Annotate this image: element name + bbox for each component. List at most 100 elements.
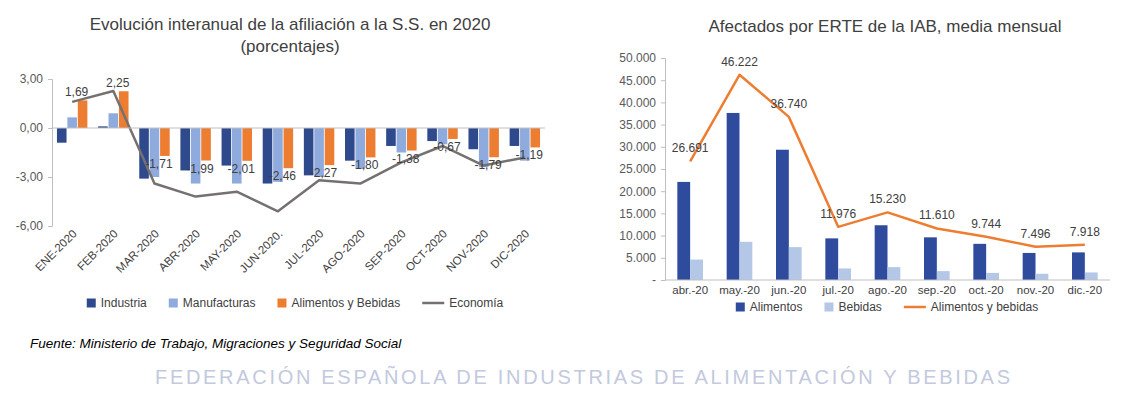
tick: 20.000	[619, 185, 665, 199]
tick-label: 15.000	[619, 207, 656, 221]
y-axis: -6,00-3,000,003,00	[16, 72, 53, 233]
tick-mark	[48, 177, 52, 178]
tick-label: ENE-2020	[33, 227, 79, 273]
background	[0, 0, 1143, 396]
bar	[222, 128, 232, 166]
bar	[160, 128, 170, 156]
tick: nov.-20	[1017, 284, 1055, 296]
legend-swatch	[422, 302, 444, 305]
page-canvas: FEDERACIÓN ESPAÑOLA DE INDUSTRIAS DE ALI…	[0, 0, 1143, 396]
bar	[448, 128, 458, 139]
tick: dic.-20	[1068, 284, 1103, 296]
legend-label: Alimentos y Bebidas	[291, 296, 400, 310]
bar	[789, 247, 802, 280]
tick: 30.000	[619, 140, 665, 154]
bar-series	[67, 113, 529, 183]
source-note: Fuente: Ministerio de Trabajo, Migracion…	[30, 336, 402, 351]
bar-series	[57, 126, 519, 183]
data-label: -1,71	[145, 157, 173, 171]
data-label: 36.740	[770, 97, 807, 111]
tick-label: AGO-2020	[320, 227, 367, 274]
bar	[67, 117, 77, 128]
tick: -6,00	[16, 219, 52, 233]
tick-mark	[661, 80, 665, 81]
legend-item: Industria	[87, 296, 147, 310]
tick-label: SEP-2020	[362, 227, 408, 273]
data-label: -2,01	[228, 162, 256, 176]
tick-label: NOV-2020	[444, 227, 490, 273]
tick-label: may.-20	[719, 284, 760, 296]
data-label: -2,27	[310, 166, 338, 180]
tick-label: oct.-20	[969, 284, 1004, 296]
tick-label: sep.-20	[918, 284, 956, 296]
tick: JUN-2020.	[237, 227, 284, 274]
tick-label: 10.000	[619, 229, 656, 243]
data-label: -1,19	[516, 148, 544, 162]
data-label: 15.230	[869, 192, 906, 206]
baseline	[665, 280, 1110, 281]
legend-label: Economía	[449, 296, 503, 310]
tick: -3,00	[16, 170, 52, 184]
chart-title: Afectados por ERTE de la IAB, media mens…	[708, 17, 1061, 36]
tick: AGO-2020	[320, 227, 367, 274]
data-labels: 26.69146.22236.74011.97615.23011.6109.74…	[672, 55, 1100, 241]
bar	[776, 150, 789, 280]
data-label: -1,38	[392, 152, 420, 166]
tick-label: 45.000	[619, 74, 656, 88]
footer: FEDERACIÓN ESPAÑOLA DE INDUSTRIAS DE ALI…	[155, 365, 1010, 388]
bar	[888, 267, 901, 280]
bar	[201, 128, 211, 161]
bar	[838, 268, 851, 280]
tick-label: DIC-2020	[488, 227, 531, 270]
tick-label: 0,00	[20, 121, 44, 135]
tick: sep.-20	[918, 284, 956, 296]
tick: ago.-20	[868, 284, 907, 296]
tick-label: -6,00	[16, 219, 44, 233]
bar	[78, 100, 88, 128]
tick: 25.000	[619, 162, 665, 176]
line	[690, 75, 1085, 247]
bar	[57, 128, 67, 143]
tick-label: abr.-20	[672, 284, 708, 296]
tick-mark	[661, 102, 665, 103]
tick: ABR-2020	[156, 227, 202, 273]
tick: NOV-2020	[444, 227, 490, 273]
tick-mark	[661, 236, 665, 237]
tick-label: JUL-2020	[282, 227, 326, 271]
data-label: 26.691	[672, 141, 709, 155]
data-label: -1,99	[186, 162, 214, 176]
tick-label: ABR-2020	[156, 227, 202, 273]
tick: DIC-2020	[488, 227, 531, 270]
data-label: 1,69	[65, 85, 89, 99]
tick: SEP-2020	[362, 227, 408, 273]
x-axis: ENE-2020FEB-2020MAR-2020ABR-2020MAY-2020…	[33, 227, 532, 274]
data-label: -1,79	[474, 158, 502, 172]
bar	[677, 182, 690, 280]
tick: MAR-2020	[114, 227, 161, 274]
tick-label: ago.-20	[868, 284, 907, 296]
tick-mark	[661, 258, 665, 259]
data-label: 7.918	[1070, 225, 1100, 239]
chart-subtitle: (porcentajes)	[240, 37, 339, 56]
tick-label: MAR-2020	[114, 227, 161, 274]
data-label: 11.610	[919, 208, 955, 222]
bar	[1023, 253, 1036, 280]
bar	[937, 271, 950, 280]
tick: 5.000	[626, 251, 665, 265]
legend-item: Alimentos y bebidas	[904, 300, 1038, 314]
page-root: FEDERACIÓN ESPAÑOLA DE INDUSTRIAS DE ALI…	[0, 0, 1143, 396]
tick-mark	[661, 280, 665, 281]
bar	[973, 244, 986, 280]
line	[72, 91, 525, 211]
legend-item: Economía	[422, 296, 503, 310]
tick-mark	[661, 169, 665, 170]
tick: JUL-2020	[282, 227, 326, 271]
tick: jun.-20	[770, 284, 806, 296]
data-label: 46.222	[721, 55, 758, 69]
bar	[1085, 272, 1098, 280]
axis-line	[661, 59, 666, 281]
tick: may.-20	[719, 284, 760, 296]
tick-mark	[661, 191, 665, 192]
legend: AlimentosBebidasAlimentos y bebidas	[736, 300, 1038, 314]
bar	[924, 237, 937, 280]
